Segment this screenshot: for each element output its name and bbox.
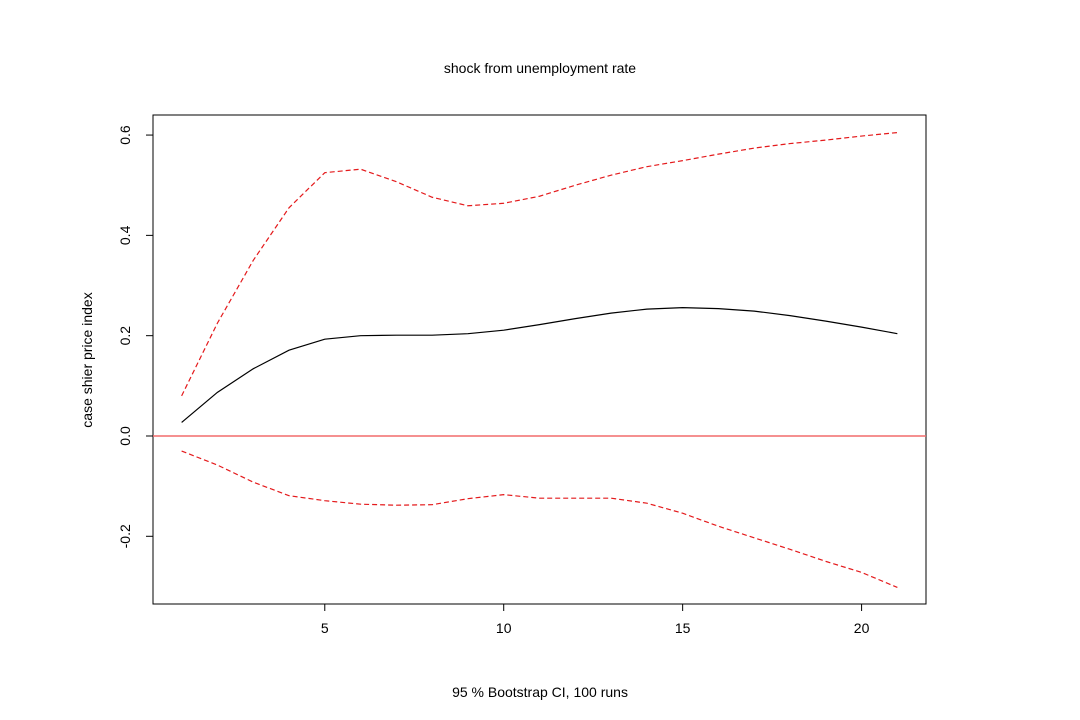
y-tick-label-4: 0.6: [117, 125, 133, 145]
series-line-lower: [181, 450, 898, 589]
y-axis-label: case shier price index: [79, 292, 95, 427]
x-tick-label-5: 5: [321, 620, 329, 636]
y-tick-label-1: 0.0: [117, 426, 133, 446]
chart-title: shock from unemployment rate: [444, 60, 636, 76]
x-tick-label-15: 15: [675, 620, 691, 636]
x-tick-label-10: 10: [496, 620, 512, 636]
series-line-upper: [181, 131, 898, 397]
chart-marks: 5 10 15 20 -0.2 0.0 0.2 0.4 0.6: [117, 125, 926, 636]
plot-area-border: [152, 114, 927, 605]
y-tick-label-2: 0.2: [117, 326, 133, 346]
y-tick-label-3: 0.4: [117, 225, 133, 245]
series-line-irf: [181, 306, 898, 423]
x-axis-label: 95 % Bootstrap CI, 100 runs: [452, 684, 628, 700]
y-tick-label-0: -0.2: [117, 524, 133, 548]
x-tick-label-20: 20: [854, 620, 870, 636]
